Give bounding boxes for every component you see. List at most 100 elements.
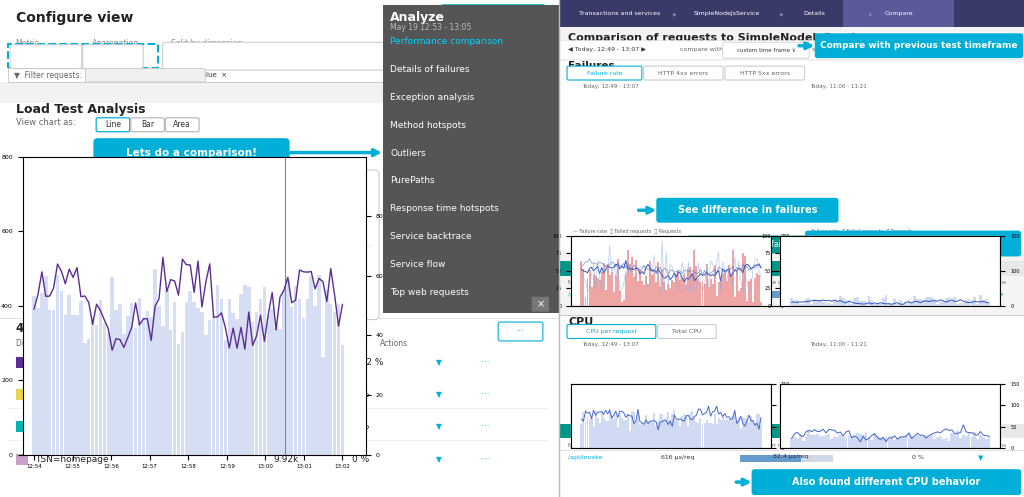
- Text: CPU per request difference ↓: CPU per request difference ↓: [755, 443, 835, 448]
- Bar: [305, 299, 309, 455]
- Bar: [928, 297, 931, 306]
- Bar: [740, 291, 786, 298]
- Text: ▶: ▶: [674, 11, 677, 16]
- Bar: [618, 291, 621, 306]
- Bar: [383, 5, 559, 313]
- Bar: [204, 334, 208, 455]
- Bar: [691, 275, 693, 306]
- Bar: [794, 300, 796, 306]
- Bar: [290, 307, 294, 455]
- Bar: [141, 318, 145, 455]
- FancyBboxPatch shape: [567, 325, 655, 338]
- Bar: [843, 0, 954, 27]
- Bar: [720, 279, 722, 306]
- Bar: [965, 436, 968, 448]
- Bar: [830, 439, 834, 448]
- Text: ▼: ▼: [978, 455, 983, 461]
- Bar: [699, 418, 701, 448]
- Bar: [227, 299, 231, 455]
- FancyBboxPatch shape: [723, 42, 809, 58]
- Bar: [922, 300, 925, 306]
- Bar: [928, 437, 931, 448]
- Text: Failure rate: Failure rate: [587, 71, 623, 76]
- Bar: [313, 306, 316, 455]
- Text: Dimension ⇅: Dimension ⇅: [15, 339, 66, 348]
- FancyBboxPatch shape: [86, 69, 205, 82]
- Bar: [559, 261, 801, 276]
- Bar: [953, 435, 956, 448]
- Bar: [645, 276, 647, 306]
- Bar: [559, 316, 1024, 497]
- Bar: [603, 263, 604, 306]
- Bar: [756, 414, 758, 448]
- Bar: [616, 259, 618, 306]
- Bar: [685, 285, 687, 306]
- Bar: [953, 297, 956, 306]
- Bar: [726, 419, 728, 448]
- Bar: [0, 318, 559, 319]
- Bar: [945, 437, 947, 448]
- Bar: [893, 299, 896, 306]
- Bar: [712, 284, 714, 306]
- Bar: [337, 304, 340, 455]
- Text: ▼: ▼: [436, 390, 442, 399]
- Bar: [834, 436, 836, 448]
- Text: 10k: 10k: [283, 422, 299, 431]
- Bar: [873, 433, 876, 448]
- Bar: [666, 290, 668, 306]
- Bar: [982, 300, 985, 306]
- Bar: [689, 413, 691, 448]
- Bar: [899, 300, 902, 306]
- Bar: [741, 253, 743, 306]
- Bar: [145, 311, 150, 455]
- Bar: [231, 313, 234, 455]
- Text: Failure rate difference ↓: Failure rate difference ↓: [745, 280, 812, 285]
- Text: Compare: Compare: [884, 11, 912, 16]
- Bar: [309, 275, 313, 455]
- Text: — Failure rate  ⬛ Failed requests  ⬜ Requests: — Failure rate ⬛ Failed requests ⬜ Reque…: [806, 229, 913, 234]
- Bar: [919, 435, 922, 448]
- Bar: [255, 312, 258, 455]
- Bar: [899, 436, 902, 448]
- Text: Name ⇅: Name ⇅: [568, 443, 591, 448]
- Bar: [848, 301, 850, 306]
- Bar: [201, 312, 204, 455]
- Bar: [888, 439, 890, 448]
- Text: Top web requests: Top web requests: [390, 288, 469, 297]
- Text: CPU per request ⇅: CPU per request ⇅: [912, 443, 964, 448]
- Text: 9.92k: 9.92k: [273, 455, 299, 464]
- Bar: [925, 435, 928, 448]
- Bar: [608, 275, 610, 306]
- Bar: [591, 417, 593, 448]
- Text: Today, 11:00 - 11:21: Today, 11:00 - 11:21: [810, 342, 867, 347]
- Bar: [262, 287, 266, 455]
- Bar: [595, 412, 597, 448]
- Bar: [724, 420, 726, 448]
- Bar: [801, 261, 1024, 276]
- Text: Attributes: Attributes: [893, 427, 932, 436]
- Bar: [72, 315, 75, 455]
- Text: {RequestAttribute:TSN}: {RequestAttribute:TSN}: [173, 52, 283, 61]
- Text: custom time frame ∨: custom time frame ∨: [736, 48, 796, 53]
- Bar: [687, 269, 689, 306]
- Bar: [122, 333, 126, 455]
- Bar: [274, 328, 278, 455]
- Bar: [741, 418, 743, 448]
- Bar: [971, 437, 973, 448]
- Bar: [830, 304, 834, 306]
- Bar: [637, 281, 639, 306]
- Bar: [740, 455, 834, 462]
- Bar: [608, 412, 610, 448]
- Text: ∥∥ Request count: ∥∥ Request count: [145, 444, 199, 450]
- Bar: [888, 303, 890, 306]
- Text: Lets do a comparison!: Lets do a comparison!: [126, 148, 257, 158]
- Bar: [974, 432, 976, 448]
- Text: Outliers: Outliers: [390, 149, 426, 158]
- Bar: [971, 300, 973, 306]
- Bar: [864, 432, 867, 448]
- Bar: [796, 300, 799, 306]
- Bar: [950, 433, 953, 448]
- Bar: [55, 275, 59, 455]
- Bar: [621, 302, 623, 306]
- Bar: [657, 262, 659, 306]
